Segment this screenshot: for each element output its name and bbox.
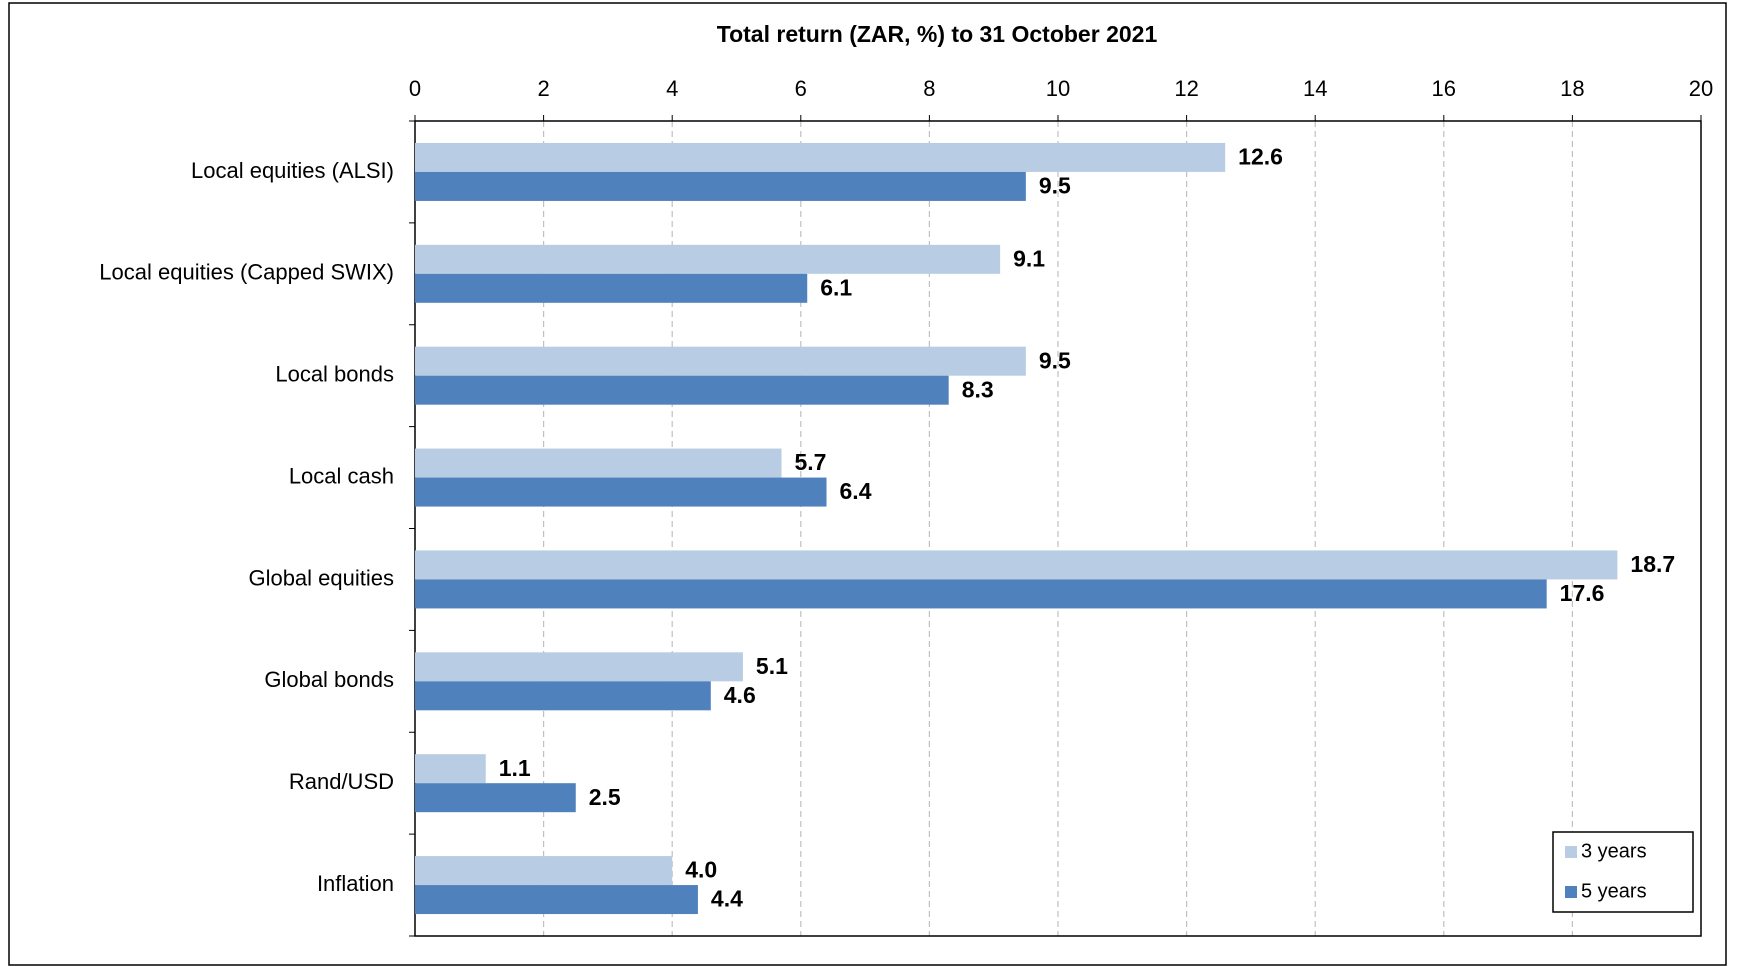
- legend-box: [1552, 831, 1694, 913]
- legend-label: 5 years: [1581, 880, 1647, 902]
- x-tick-label: 4: [666, 76, 678, 101]
- legend-swatch: [1565, 886, 1577, 898]
- x-tick-label: 10: [1046, 76, 1070, 101]
- bar: [415, 856, 673, 886]
- value-label: 5.7: [795, 449, 827, 475]
- x-tick-label: 12: [1174, 76, 1198, 101]
- chart-frame: [8, 2, 1727, 966]
- y-tick-label: Local equities (Capped SWIX): [99, 260, 394, 285]
- y-tick-label: Local equities (ALSI): [191, 158, 394, 183]
- y-tick-label: Global bonds: [264, 667, 394, 692]
- value-label: 17.6: [1560, 580, 1605, 606]
- bar: [415, 681, 711, 711]
- bar: [415, 550, 1618, 580]
- value-label: 2.5: [589, 784, 621, 810]
- chart-title: Total return (ZAR, %) to 31 October 2021: [717, 21, 1158, 47]
- value-label: 9.5: [1039, 173, 1071, 199]
- bar: [415, 448, 782, 478]
- x-tick-label: 0: [409, 76, 421, 101]
- value-label: 4.4: [711, 886, 743, 912]
- bar: [415, 171, 1026, 201]
- value-label: 5.1: [756, 653, 788, 679]
- x-tick-label: 16: [1432, 76, 1456, 101]
- bar: [415, 477, 827, 507]
- y-tick-label: Global equities: [248, 565, 394, 590]
- legend-label: 3 years: [1581, 840, 1647, 862]
- bar: [415, 652, 743, 682]
- bar: [415, 244, 1001, 274]
- bar: [415, 346, 1026, 376]
- value-label: 6.1: [820, 274, 852, 300]
- value-label: 1.1: [499, 755, 531, 781]
- x-tick-label: 20: [1689, 76, 1713, 101]
- x-tick-label: 2: [537, 76, 549, 101]
- bar: [415, 142, 1226, 172]
- x-tick-label: 6: [795, 76, 807, 101]
- value-label: 9.5: [1039, 347, 1071, 373]
- value-label: 4.0: [685, 857, 717, 883]
- bar: [415, 579, 1547, 609]
- bar: [415, 273, 808, 303]
- legend-swatch: [1565, 846, 1577, 858]
- value-label: 6.4: [840, 478, 872, 504]
- value-label: 18.7: [1630, 551, 1675, 577]
- y-tick-label: Inflation: [317, 871, 394, 896]
- bar: [415, 375, 949, 405]
- x-tick-label: 18: [1560, 76, 1584, 101]
- y-tick-label: Local bonds: [275, 362, 394, 387]
- y-tick-label: Rand/USD: [289, 769, 394, 794]
- value-label: 9.1: [1013, 245, 1045, 271]
- bar: [415, 754, 486, 784]
- y-tick-label: Local cash: [289, 463, 394, 488]
- x-tick-label: 14: [1303, 76, 1327, 101]
- bar: [415, 783, 576, 813]
- x-tick-label: 8: [923, 76, 935, 101]
- bar: [415, 885, 698, 915]
- value-label: 8.3: [962, 376, 994, 402]
- value-label: 4.6: [724, 682, 756, 708]
- value-label: 12.6: [1238, 144, 1283, 170]
